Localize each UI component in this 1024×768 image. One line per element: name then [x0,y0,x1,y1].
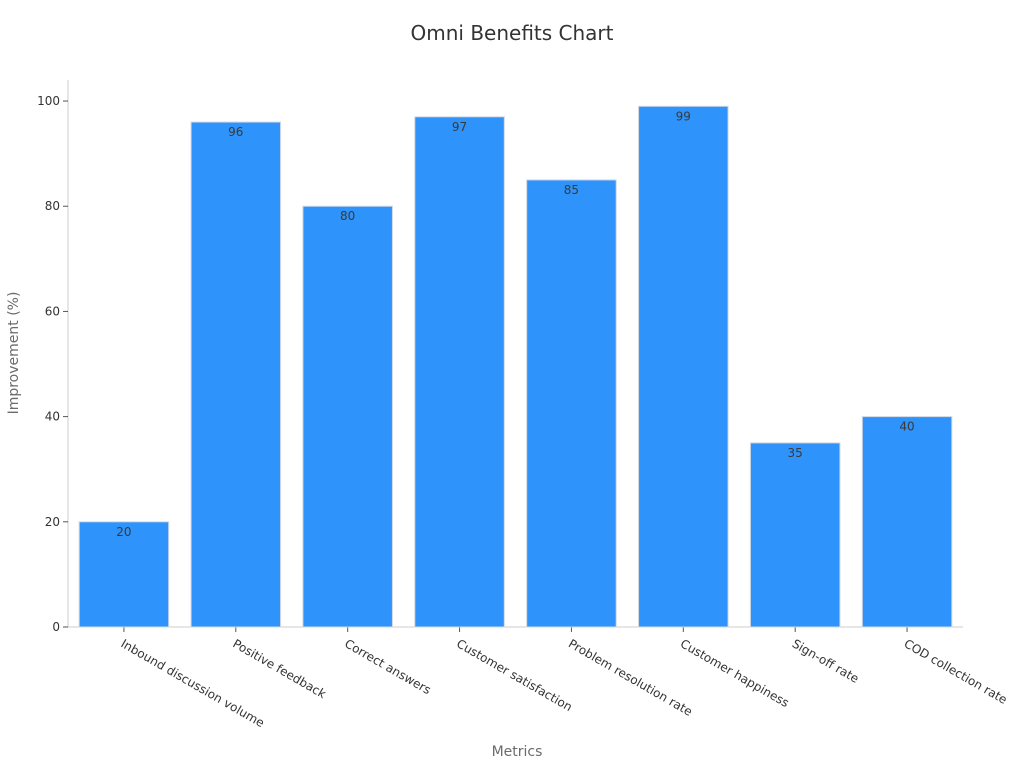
y-tick-label: 20 [45,515,60,529]
x-tick-label: Positive feedback [230,636,328,701]
bar-value-label: 20 [116,525,131,539]
bar-value-label: 85 [564,183,579,197]
bar-series [78,105,953,628]
bar-value-label: 99 [676,109,691,123]
bar-value-label: 96 [228,125,243,139]
x-tick-label: Customer satisfaction [454,636,575,714]
x-tick-label: Problem resolution rate [566,636,695,718]
bar-value-label: 40 [899,420,914,434]
bar [302,205,393,628]
bar [190,121,282,628]
bar [414,116,505,628]
bar-value-label: 35 [788,446,803,460]
bar [861,416,953,628]
chart-title: Omni Benefits Chart [411,21,614,45]
bar-value-label: 80 [340,209,355,223]
bar [526,179,617,628]
x-tick-label: Customer happiness [678,636,792,710]
y-tick-label: 100 [37,94,60,108]
y-axis: 0 20 40 60 80 100 [37,80,69,634]
data-labels: 20 96 80 97 85 99 35 40 [116,109,914,539]
y-tick-label: 80 [45,199,60,213]
x-tick-label: COD collection rate [902,636,1010,706]
bar [78,521,170,628]
bar [638,105,729,628]
bar-value-label: 97 [452,120,467,134]
x-tick-label: Correct answers [342,636,433,697]
x-tick-label: Sign-off rate [790,636,862,685]
y-tick-label: 60 [45,304,60,318]
y-axis-title: Improvement (%) [6,292,22,415]
y-tick-label: 0 [52,620,60,634]
y-tick-label: 40 [45,410,60,424]
bar [749,442,841,628]
x-axis-title: Metrics [492,744,543,760]
